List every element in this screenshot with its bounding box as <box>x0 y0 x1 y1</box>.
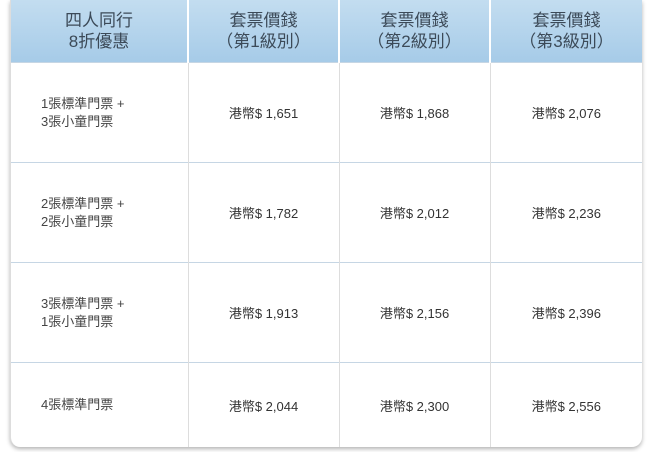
price-tier-2: 港幣$ 2,300 <box>338 362 490 447</box>
price-tier-3: 港幣$ 2,236 <box>489 162 642 263</box>
price-tier-3: 港幣$ 2,396 <box>489 262 642 363</box>
price-table-container: 四人同行 8折優惠 套票價錢 （第1級別） 套票價錢 （第2級別） 套票價錢 （第3級別… <box>10 0 642 447</box>
header-tier-3: 套票價錢 （第3級別） <box>489 0 642 63</box>
header-offer: 四人同行 8折優惠 <box>11 0 188 63</box>
price-table: 四人同行 8折優惠 套票價錢 （第1級別） 套票價錢 （第2級別） 套票價錢 （第3級別… <box>11 0 642 447</box>
header-tier-1: 套票價錢 （第1級別） <box>187 0 339 63</box>
ticket-combo: 3張標準門票 +1張小童門票 <box>11 262 188 363</box>
table-row: 2張標準門票 +2張小童門票 港幣$ 1,782 港幣$ 2,012 港幣$ 2… <box>11 162 642 263</box>
table-row: 3張標準門票 +1張小童門票 港幣$ 1,913 港幣$ 2,156 港幣$ 2… <box>11 262 642 363</box>
price-tier-2: 港幣$ 1,868 <box>338 62 490 163</box>
price-tier-1: 港幣$ 1,651 <box>187 62 339 163</box>
price-tier-1: 港幣$ 1,913 <box>187 262 339 363</box>
price-tier-3: 港幣$ 2,076 <box>489 62 642 163</box>
price-tier-3: 港幣$ 2,556 <box>489 362 642 447</box>
table-row: 4張標準門票 港幣$ 2,044 港幣$ 2,300 港幣$ 2,556 <box>11 362 642 447</box>
price-tier-2: 港幣$ 2,156 <box>338 262 490 363</box>
header-row: 四人同行 8折優惠 套票價錢 （第1級別） 套票價錢 （第2級別） 套票價錢 （第3級別… <box>11 0 642 63</box>
ticket-combo: 4張標準門票 <box>11 362 188 447</box>
ticket-combo: 2張標準門票 +2張小童門票 <box>11 162 188 263</box>
ticket-combo: 1張標準門票 +3張小童門票 <box>11 62 188 163</box>
price-tier-1: 港幣$ 2,044 <box>187 362 339 447</box>
table-row: 1張標準門票 +3張小童門票 港幣$ 1,651 港幣$ 1,868 港幣$ 2… <box>11 62 642 163</box>
price-tier-1: 港幣$ 1,782 <box>187 162 339 263</box>
price-tier-2: 港幣$ 2,012 <box>338 162 490 263</box>
header-tier-2: 套票價錢 （第2級別） <box>338 0 490 63</box>
